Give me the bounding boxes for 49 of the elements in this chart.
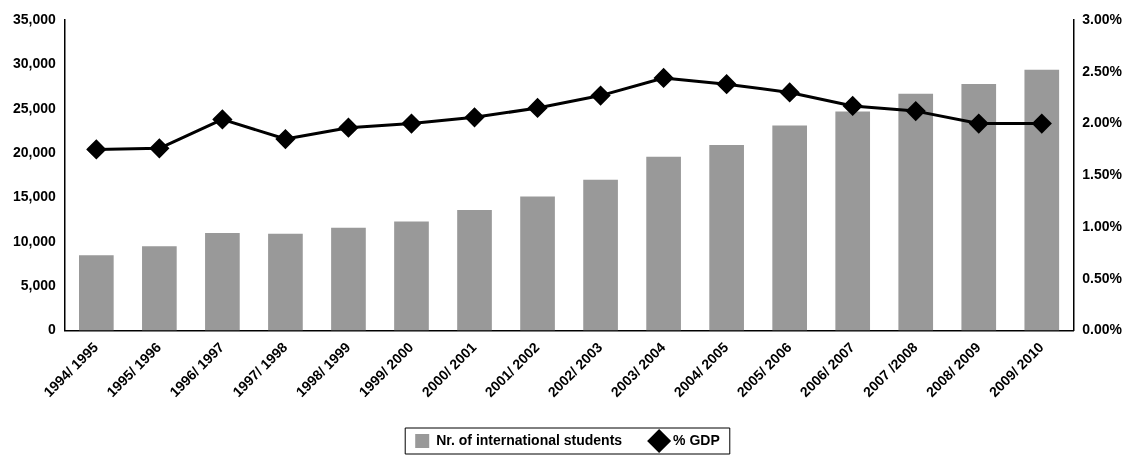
y2-tick-label: 0.00% (1082, 321, 1123, 338)
bar (961, 83, 997, 331)
legend-label: % GDP (673, 431, 720, 448)
y2-tick-label: 2.50% (1082, 62, 1123, 79)
point (338, 118, 358, 138)
bar (772, 125, 807, 331)
bar (835, 111, 871, 331)
legend-label: Nr. of international students (436, 431, 623, 448)
bar (1024, 69, 1060, 331)
bar (646, 156, 681, 331)
point (906, 101, 926, 121)
y2-tick-label: 0.50% (1082, 269, 1123, 286)
bar (583, 179, 618, 331)
y-tick-label: 15,000 (12, 188, 57, 205)
point (654, 68, 674, 88)
point (86, 139, 106, 159)
y-tick-label: 25,000 (12, 99, 57, 116)
y2-tick-label: 1.00% (1082, 217, 1123, 234)
bar (268, 233, 303, 331)
bar (709, 145, 744, 331)
point (717, 74, 737, 94)
bar (898, 93, 934, 331)
point (465, 107, 485, 127)
y2-tick-label: 1.50% (1082, 166, 1123, 183)
y-tick-label: 35,000 (12, 10, 57, 27)
bar (331, 227, 366, 331)
bar (79, 255, 114, 331)
bar (205, 232, 240, 331)
y2-tick-label: 3.00% (1082, 10, 1123, 27)
point (528, 98, 548, 118)
bar (457, 209, 492, 331)
point (780, 82, 800, 102)
point (149, 138, 169, 158)
point (401, 114, 421, 134)
y-tick-label: 30,000 (12, 55, 57, 72)
point (1032, 114, 1052, 134)
point (969, 114, 989, 134)
point (275, 129, 295, 149)
y-tick-label: 10,000 (12, 232, 57, 249)
y2-tick-label: 2.00% (1082, 114, 1123, 131)
point (843, 96, 863, 116)
y-tick-label: 0 (48, 321, 57, 338)
bar (394, 221, 429, 331)
bar (520, 196, 555, 331)
point (591, 86, 611, 106)
point (212, 109, 232, 129)
y-tick-label: 20,000 (12, 143, 57, 160)
bar (142, 246, 177, 331)
y-tick-label: 5,000 (20, 277, 57, 294)
